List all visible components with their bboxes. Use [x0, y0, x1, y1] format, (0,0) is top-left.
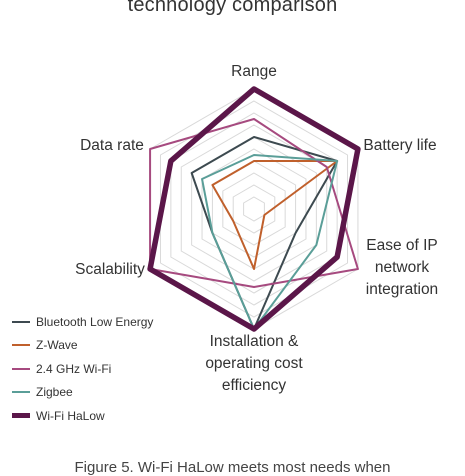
grid-ring: [211, 160, 297, 258]
series-line-2-4-ghz-wi-fi: [149, 118, 359, 288]
legend-item: Wi-Fi HaLow: [12, 404, 192, 428]
legend-swatch: [12, 344, 30, 347]
series-line-wi-fi-halow: [147, 86, 361, 332]
legend-swatch: [12, 391, 30, 394]
grid-ring: [243, 196, 265, 222]
legend-label: Zigbee: [36, 385, 73, 400]
axis-label: Installation & operating cost efficiency: [205, 333, 303, 394]
grid-ring: [201, 148, 307, 270]
axis-label: Battery life: [363, 137, 436, 154]
axis-label: Scalability: [75, 261, 145, 278]
radar-grid: [149, 88, 359, 330]
series-line-zigbee: [201, 154, 339, 330]
chart-title: technology comparison: [127, 0, 338, 16]
axis-label: Ease of IP network integration: [366, 237, 438, 298]
radar-series: [147, 86, 361, 332]
legend-label: 2.4 GHz Wi-Fi: [36, 361, 112, 376]
grid-ring: [222, 172, 286, 246]
legend-label: Z-Wave: [36, 338, 78, 353]
legend-swatch: [12, 320, 30, 323]
legend-item: Z-Wave: [12, 334, 192, 358]
axis-labels: Range Battery life Ease of IP network integr…: [75, 63, 438, 394]
legend-swatch: [12, 413, 30, 419]
axis-label: Range: [231, 63, 277, 80]
legend: Bluetooth Low Energy Z-Wave 2.4 GHz Wi-Fi Z…: [12, 310, 192, 428]
legend-label: Wi-Fi HaLow: [36, 408, 105, 423]
legend-swatch: [12, 367, 30, 370]
legend-item: Bluetooth Low Energy: [12, 310, 192, 334]
figure-caption: Figure 5. Wi-Fi HaLow meets most needs w…: [74, 459, 391, 476]
legend-item: Zigbee: [12, 381, 192, 405]
grid-ring: [232, 184, 276, 234]
grid-ring: [159, 100, 349, 318]
legend-label: Bluetooth Low Energy: [36, 314, 154, 329]
legend-item: 2.4 GHz Wi-Fi: [12, 357, 192, 381]
axis-label: Data rate: [80, 137, 144, 154]
